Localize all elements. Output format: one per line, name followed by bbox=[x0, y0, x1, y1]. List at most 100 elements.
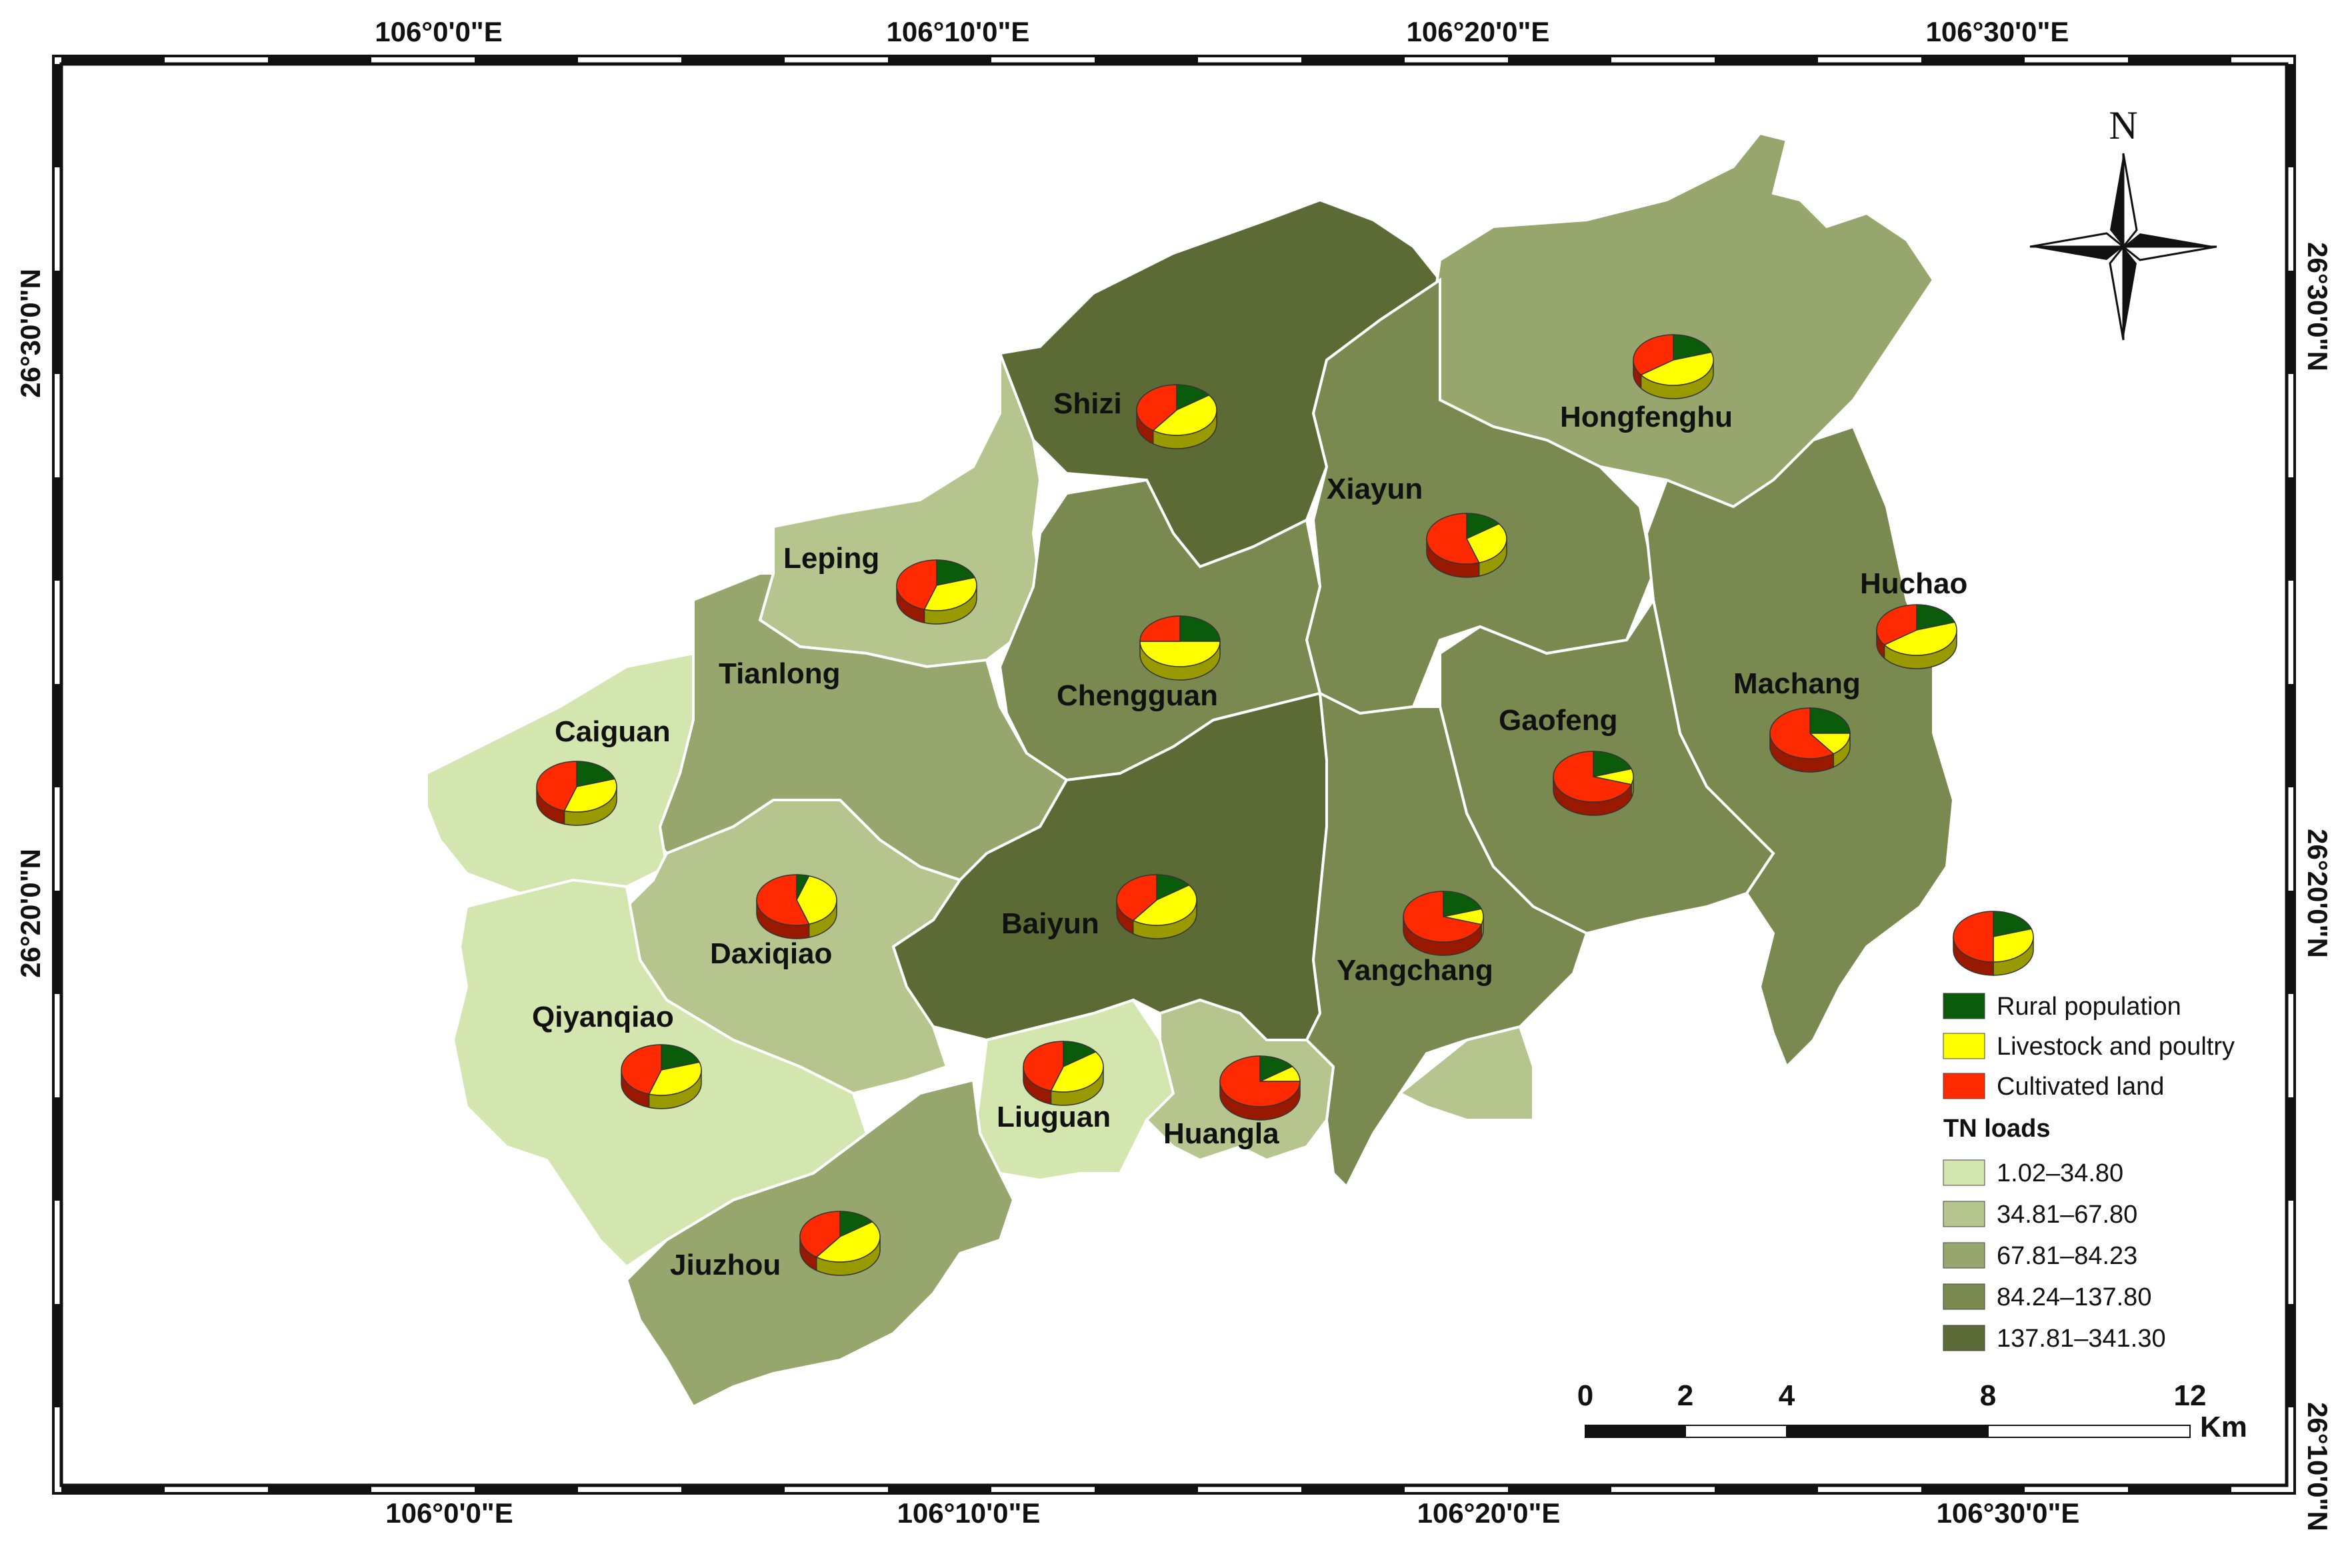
pie-chart bbox=[1136, 384, 1217, 449]
pie-slice-cultivated bbox=[1023, 1041, 1064, 1091]
pie-slice-livestock bbox=[563, 778, 617, 813]
pie-chart bbox=[1403, 891, 1484, 956]
town-label: Tianlong bbox=[719, 657, 841, 690]
left-coord-label: 26°30'0"N bbox=[15, 269, 46, 398]
pie-slice-livestock bbox=[815, 1221, 881, 1263]
town-label: Hongfenghu bbox=[1560, 401, 1733, 433]
pie-slice-livestock bbox=[1050, 1051, 1104, 1093]
pie-chart bbox=[1139, 615, 1221, 681]
pie-slice-cultivated bbox=[799, 1211, 841, 1258]
legend-swatch bbox=[1943, 1201, 1985, 1227]
legend-class-label: 34.81–67.80 bbox=[1997, 1201, 2137, 1229]
pie-slice-rural bbox=[1063, 1041, 1097, 1068]
town-label: Qiyanqiao bbox=[532, 1001, 674, 1033]
pie-slice-livestock bbox=[796, 875, 837, 925]
pie-slice-cultivated bbox=[621, 1044, 662, 1095]
town-labels: Shizi Hongfenghu Xiayun Leping Huchao Ti… bbox=[532, 387, 1967, 1281]
pie-slice-cultivated bbox=[1553, 751, 1633, 803]
town-label: Baiyun bbox=[1001, 907, 1099, 940]
legend-swatch bbox=[1943, 993, 1985, 1019]
pie-slice-rural bbox=[1156, 874, 1190, 901]
bottom-coord-label: 106°0'0"E bbox=[385, 1497, 513, 1529]
pie-slice-rural bbox=[1466, 513, 1500, 540]
north-arrow-icon: N bbox=[2029, 103, 2217, 341]
right-coord-label: 26°10'0"N bbox=[2302, 1402, 2333, 1531]
pie-chart bbox=[1219, 1055, 1301, 1121]
pie-slice-rural bbox=[1259, 1055, 1293, 1083]
region-yangchang-east bbox=[1397, 1025, 1535, 1121]
pie-slice-cultivated bbox=[1953, 911, 1994, 963]
pie-slice-cultivated bbox=[1426, 513, 1480, 565]
legend-source-label: Livestock and poultry bbox=[1997, 1033, 2235, 1061]
legend-swatch bbox=[1943, 1242, 1985, 1269]
pie-chart bbox=[1426, 513, 1507, 578]
town-label: Leping bbox=[783, 542, 879, 575]
pie-chart bbox=[799, 1211, 881, 1276]
pie-slice-cultivated bbox=[756, 874, 810, 926]
pie-slice-livestock bbox=[1132, 884, 1197, 926]
top-coord-label: 106°20'0"E bbox=[1407, 16, 1550, 47]
pie-slice-cultivated bbox=[1116, 874, 1157, 921]
scale-tick-label: 4 bbox=[1779, 1379, 1795, 1412]
legend: Rural population Livestock and poultry Cul… bbox=[1943, 993, 2235, 1353]
town-label: Daxiqiao bbox=[710, 937, 832, 970]
pie-chart bbox=[1023, 1041, 1104, 1106]
pie-slice-cultivated bbox=[1633, 334, 1674, 376]
pie-chart bbox=[1553, 751, 1634, 816]
pie-slice-livestock bbox=[1640, 351, 1714, 386]
right-coord-label: 26°30'0"N bbox=[2302, 242, 2333, 371]
town-label: Gaofeng bbox=[1499, 704, 1617, 737]
bottom-coord-label: 106°20'0"E bbox=[1417, 1497, 1561, 1529]
pie-slice-livestock bbox=[1883, 621, 1957, 656]
pie-slice-livestock bbox=[1465, 523, 1507, 563]
pie-slice-livestock bbox=[1152, 394, 1217, 436]
legend-title: TN loads bbox=[1943, 1115, 2050, 1143]
pie-slice-rural bbox=[1176, 384, 1210, 411]
pie-slice-cultivated bbox=[1136, 384, 1177, 431]
pie-slice-rural bbox=[839, 1211, 873, 1238]
left-coord-label: 26°20'0"N bbox=[15, 849, 46, 978]
pie-chart bbox=[1953, 911, 2034, 976]
pie-charts bbox=[536, 334, 2034, 1276]
legend-source-label: Rural population bbox=[1997, 993, 2181, 1021]
top-coord-label: 106°0'0"E bbox=[375, 16, 503, 47]
pie-chart bbox=[621, 1044, 702, 1109]
legend-class-label: 1.02–34.80 bbox=[1997, 1159, 2123, 1187]
frame-ticks bbox=[53, 56, 2295, 1493]
town-label: Yangchang bbox=[1337, 954, 1493, 987]
pie-chart bbox=[756, 874, 837, 939]
pie-slice-rural bbox=[1179, 615, 1221, 642]
town-label: Shizi bbox=[1053, 387, 1122, 420]
legend-class-label: 67.81–84.23 bbox=[1997, 1242, 2137, 1270]
pie-chart bbox=[896, 559, 977, 625]
bottom-coord-label: 106°10'0"E bbox=[897, 1497, 1041, 1529]
top-coord-label: 106°10'0"E bbox=[887, 16, 1030, 47]
pie-slice-livestock bbox=[648, 1061, 702, 1096]
pie-slice-cultivated bbox=[896, 559, 937, 610]
town-label: Jiuzhou bbox=[670, 1249, 781, 1281]
town-label: Machang bbox=[1733, 667, 1861, 700]
town-label: Huangla bbox=[1163, 1117, 1279, 1150]
pie-chart bbox=[1116, 874, 1197, 939]
coordinate-labels: 106°0'0"E 106°10'0"E 106°20'0"E 106°30'0… bbox=[15, 16, 2333, 1531]
bottom-coord-label: 106°30'0"E bbox=[1937, 1497, 2080, 1529]
legend-source-label: Cultivated land bbox=[1997, 1073, 2164, 1101]
legend-class-label: 84.24–137.80 bbox=[1997, 1283, 2151, 1311]
scale-tick-label: 2 bbox=[1677, 1379, 1693, 1412]
scale-unit: Km bbox=[2200, 1411, 2247, 1443]
pie-slice-cultivated bbox=[1876, 604, 1917, 646]
pie-chart bbox=[1769, 707, 1851, 773]
scale-tick-label: 0 bbox=[1577, 1379, 1593, 1412]
town-label: Huchao bbox=[1860, 567, 1967, 600]
pie-slice-livestock bbox=[923, 577, 977, 611]
north-label: N bbox=[2109, 103, 2137, 147]
pie-slice-cultivated bbox=[1219, 1055, 1301, 1107]
town-label: Xiayun bbox=[1327, 473, 1423, 505]
pie-slice-cultivated bbox=[536, 761, 577, 811]
legend-swatch bbox=[1943, 1033, 1985, 1059]
pie-chart bbox=[1633, 334, 1714, 399]
pie-slice-livestock bbox=[1993, 928, 2034, 963]
pie-slice-cultivated bbox=[1139, 615, 1181, 642]
pie-slice-rural bbox=[1809, 707, 1851, 734]
